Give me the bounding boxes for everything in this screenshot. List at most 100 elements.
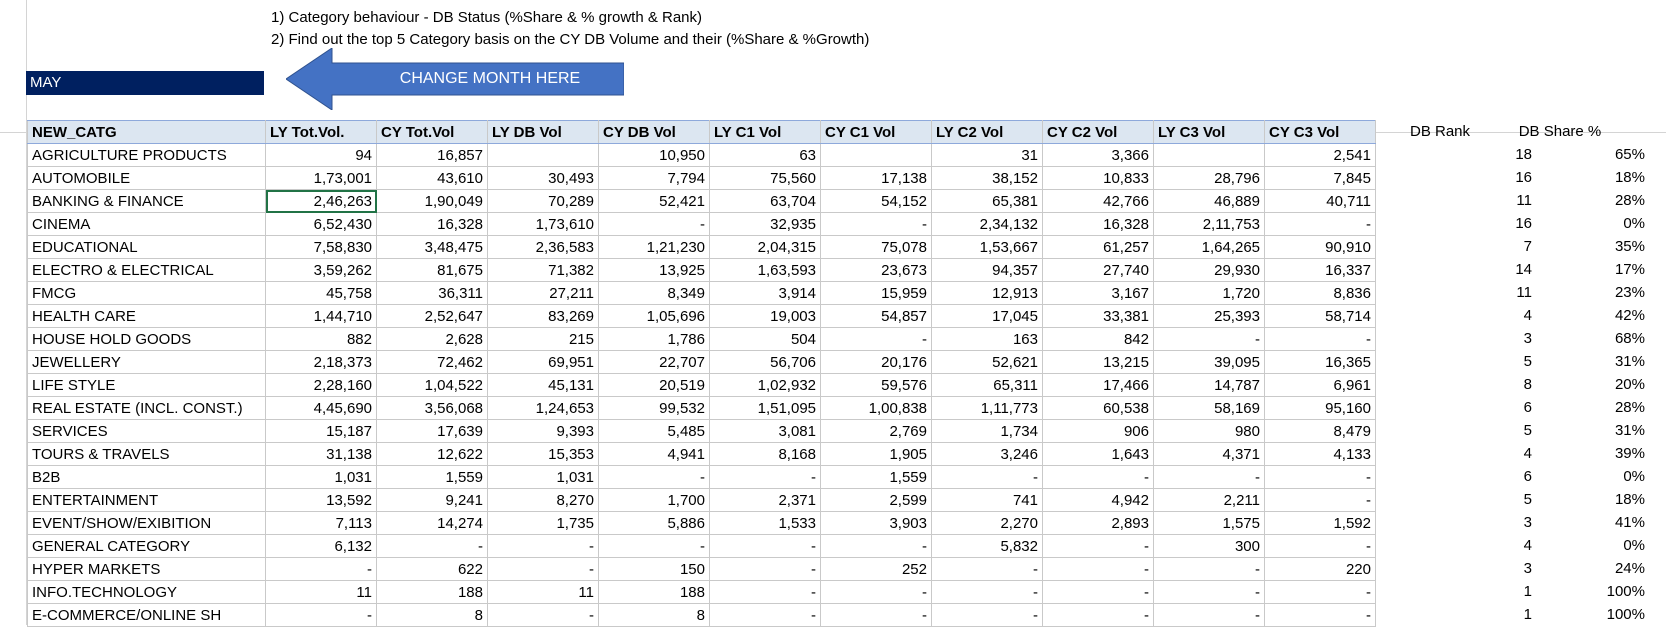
volume-cell[interactable]: 2,34,132 [931, 212, 1043, 236]
volume-cell[interactable]: 1,643 [1042, 442, 1154, 466]
category-cell[interactable]: ENTERTAINMENT [27, 488, 266, 512]
db-rank-cell[interactable]: 5 [1523, 353, 1532, 370]
category-cell[interactable]: HYPER MARKETS [27, 557, 266, 581]
volume-cell[interactable]: 16,328 [376, 212, 488, 236]
category-cell[interactable]: AUTOMOBILE [27, 166, 266, 190]
db-rank-cell[interactable]: 18 [1515, 146, 1532, 163]
volume-cell[interactable]: 20,176 [820, 350, 932, 374]
volume-cell[interactable]: - [709, 603, 821, 627]
volume-cell[interactable]: 163 [931, 327, 1043, 351]
volume-cell[interactable]: 20,519 [598, 373, 710, 397]
instruction-line-1[interactable]: 1) Category behaviour - DB Status (%Shar… [271, 9, 703, 26]
category-cell[interactable]: B2B [27, 465, 266, 489]
volume-cell[interactable]: 14,274 [376, 511, 488, 535]
volume-cell[interactable]: 1,04,522 [376, 373, 488, 397]
db-share-cell[interactable]: 18% [1614, 169, 1645, 186]
category-cell[interactable]: SERVICES [27, 419, 266, 443]
db-rank-cell[interactable]: 5 [1523, 422, 1532, 439]
volume-cell[interactable]: 1,533 [709, 511, 821, 535]
volume-cell[interactable]: 1,63,593 [709, 258, 821, 282]
volume-cell[interactable]: 1,031 [265, 465, 377, 489]
volume-cell[interactable]: - [265, 603, 377, 627]
volume-cell[interactable]: 2,270 [931, 511, 1043, 535]
volume-cell[interactable]: - [1264, 534, 1376, 558]
db-rank-cell[interactable]: 4 [1523, 445, 1532, 462]
volume-cell[interactable]: - [931, 557, 1043, 581]
volume-cell[interactable]: - [1153, 603, 1265, 627]
volume-cell[interactable]: 10,950 [598, 143, 710, 167]
volume-cell[interactable]: 56,706 [709, 350, 821, 374]
volume-cell[interactable]: - [709, 534, 821, 558]
volume-cell[interactable]: - [709, 557, 821, 581]
volume-cell[interactable]: 83,269 [487, 304, 599, 328]
volume-cell[interactable]: 1,02,932 [709, 373, 821, 397]
volume-cell[interactable]: - [1264, 488, 1376, 512]
volume-cell[interactable]: - [820, 534, 932, 558]
volume-cell[interactable]: 16,337 [1264, 258, 1376, 282]
volume-cell[interactable]: - [709, 465, 821, 489]
volume-cell[interactable]: 4,133 [1264, 442, 1376, 466]
category-cell[interactable]: LIFE STYLE [27, 373, 266, 397]
volume-cell[interactable]: 61,257 [1042, 235, 1154, 259]
volume-cell[interactable]: 54,857 [820, 304, 932, 328]
db-share-cell[interactable]: 0% [1623, 215, 1645, 232]
volume-cell[interactable]: 1,786 [598, 327, 710, 351]
volume-cell[interactable]: 71,382 [487, 258, 599, 282]
volume-cell[interactable]: 1,44,710 [265, 304, 377, 328]
db-share-cell[interactable]: 18% [1614, 491, 1645, 508]
volume-cell[interactable]: 52,621 [931, 350, 1043, 374]
db-rank-cell[interactable]: 6 [1523, 399, 1532, 416]
volume-cell[interactable]: 30,493 [487, 166, 599, 190]
volume-cell[interactable]: 1,734 [931, 419, 1043, 443]
volume-cell[interactable]: - [487, 603, 599, 627]
column-header[interactable]: CY Tot.Vol [376, 120, 488, 144]
volume-cell[interactable]: 28,796 [1153, 166, 1265, 190]
volume-cell[interactable]: 3,914 [709, 281, 821, 305]
volume-cell[interactable]: - [1264, 580, 1376, 604]
volume-cell[interactable]: 1,11,773 [931, 396, 1043, 420]
category-cell[interactable]: ELECTRO & ELECTRICAL [27, 258, 266, 282]
column-header[interactable]: CY DB Vol [598, 120, 710, 144]
category-cell[interactable]: INFO.TECHNOLOGY [27, 580, 266, 604]
volume-cell[interactable]: - [1153, 465, 1265, 489]
volume-cell[interactable]: 59,576 [820, 373, 932, 397]
volume-cell[interactable]: 741 [931, 488, 1043, 512]
volume-cell[interactable]: 17,639 [376, 419, 488, 443]
volume-cell[interactable]: 15,959 [820, 281, 932, 305]
volume-cell[interactable]: 94,357 [931, 258, 1043, 282]
volume-cell[interactable] [1153, 143, 1265, 167]
volume-cell[interactable]: 504 [709, 327, 821, 351]
volume-cell[interactable]: - [820, 212, 932, 236]
volume-cell[interactable]: 6,961 [1264, 373, 1376, 397]
db-share-cell[interactable]: 65% [1614, 146, 1645, 163]
db-rank-cell[interactable]: 7 [1523, 238, 1532, 255]
volume-cell[interactable]: 58,714 [1264, 304, 1376, 328]
volume-cell[interactable]: 69,951 [487, 350, 599, 374]
volume-cell[interactable]: 15,187 [265, 419, 377, 443]
volume-cell[interactable]: 8,836 [1264, 281, 1376, 305]
volume-cell[interactable]: 8,479 [1264, 419, 1376, 443]
db-share-cell[interactable]: 100% [1606, 606, 1645, 623]
db-share-cell[interactable]: 35% [1614, 238, 1645, 255]
volume-cell[interactable]: 13,215 [1042, 350, 1154, 374]
volume-cell[interactable]: 1,735 [487, 511, 599, 535]
volume-cell[interactable]: 2,52,647 [376, 304, 488, 328]
volume-cell[interactable]: - [598, 534, 710, 558]
volume-cell[interactable]: - [376, 534, 488, 558]
volume-cell[interactable]: 46,889 [1153, 189, 1265, 213]
volume-cell[interactable]: 27,740 [1042, 258, 1154, 282]
volume-cell[interactable]: 188 [598, 580, 710, 604]
volume-cell[interactable]: - [487, 534, 599, 558]
volume-cell[interactable]: 980 [1153, 419, 1265, 443]
volume-cell[interactable]: 3,081 [709, 419, 821, 443]
volume-cell[interactable]: 23,673 [820, 258, 932, 282]
volume-cell[interactable]: 3,246 [931, 442, 1043, 466]
volume-cell[interactable]: 60,538 [1042, 396, 1154, 420]
volume-cell[interactable]: 33,381 [1042, 304, 1154, 328]
volume-cell[interactable]: 16,328 [1042, 212, 1154, 236]
category-cell[interactable]: REAL ESTATE (INCL. CONST.) [27, 396, 266, 420]
volume-cell[interactable]: - [598, 465, 710, 489]
volume-cell[interactable]: - [1042, 603, 1154, 627]
category-cell[interactable]: EDUCATIONAL [27, 235, 266, 259]
db-share-cell[interactable]: 24% [1614, 560, 1645, 577]
